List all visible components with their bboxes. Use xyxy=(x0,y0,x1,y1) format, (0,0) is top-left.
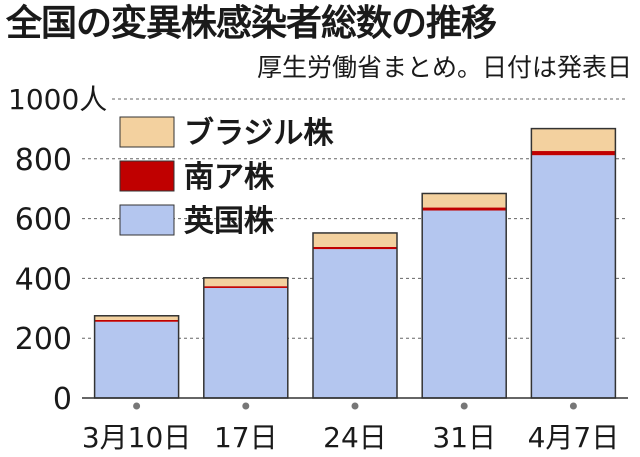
chart-title: 全国の変異株感染者総数の推移 xyxy=(6,3,497,44)
bar-segment xyxy=(422,193,507,208)
bar-segment xyxy=(313,247,397,250)
bar-segment xyxy=(203,277,288,287)
bar-segment xyxy=(313,232,397,248)
legend-swatch xyxy=(119,116,175,148)
x-tick-label: 17日 xyxy=(214,421,278,454)
bar-segment xyxy=(422,207,507,211)
bar-segment xyxy=(422,210,507,398)
bar-segment xyxy=(203,287,288,398)
y-tick-label: 200 xyxy=(15,322,72,357)
bar-segment xyxy=(94,315,179,320)
y-tick-label: 400 xyxy=(15,262,72,297)
x-tick-dot xyxy=(569,402,577,410)
legend-label: ブラジル株 xyxy=(184,116,334,151)
bar-segment xyxy=(94,319,179,322)
bar-segment xyxy=(203,286,288,288)
x-tick-dot xyxy=(242,402,250,410)
bar-segment xyxy=(531,155,616,398)
y-tick-label: 0 xyxy=(53,382,72,417)
x-tick-dot xyxy=(351,402,359,410)
legend-label: 英国株 xyxy=(184,204,275,239)
bar-segment xyxy=(313,249,397,398)
legend-label: 南ア株 xyxy=(184,160,275,195)
legend-swatch xyxy=(119,160,175,192)
x-tick-label: 24日 xyxy=(323,421,387,454)
legend-swatch xyxy=(119,204,175,236)
bar-segment xyxy=(94,321,179,398)
bar-segment xyxy=(531,151,616,156)
y-tick-label: 600 xyxy=(15,203,72,238)
chart-subtitle: 厚生労働省まとめ。日付は発表日 xyxy=(256,53,632,82)
y-top-label: 1000人 xyxy=(8,83,107,116)
x-tick-label: 4月7日 xyxy=(528,421,620,454)
x-tick-dot xyxy=(133,402,141,410)
x-tick-label: 3月10日 xyxy=(82,421,191,454)
y-tick-label: 800 xyxy=(15,143,72,178)
bar-segment xyxy=(531,128,616,152)
x-tick-dot xyxy=(460,402,468,410)
x-tick-label: 31日 xyxy=(432,421,496,454)
